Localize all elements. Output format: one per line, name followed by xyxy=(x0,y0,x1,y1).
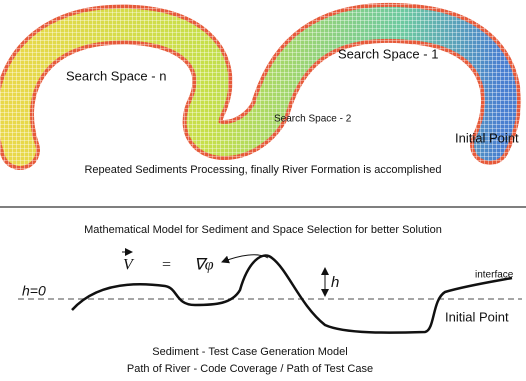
formula: ∇φ xyxy=(194,257,214,274)
label: interface xyxy=(475,270,514,281)
caption: Sediment - Test Case Generation Model xyxy=(152,346,347,358)
label: h xyxy=(331,274,339,291)
diagram: Search Space - 1 Search Space - n Search… xyxy=(0,0,526,381)
caption: Path of River - Code Coverage / Path of … xyxy=(127,363,373,375)
label: Search Space - 1 xyxy=(338,46,438,61)
river-band xyxy=(14,23,501,150)
label: Search Space - n xyxy=(66,68,166,83)
label: Initial Point xyxy=(455,130,519,145)
label: Search Space - 2 xyxy=(274,114,352,125)
title: Mathematical Model for Sediment and Spac… xyxy=(84,224,442,236)
caption: Repeated Sediments Processing, finally R… xyxy=(84,164,441,176)
label: h=0 xyxy=(22,283,46,299)
formula: V xyxy=(123,257,135,274)
formula: = xyxy=(162,257,171,274)
label: Initial Point xyxy=(445,309,509,324)
